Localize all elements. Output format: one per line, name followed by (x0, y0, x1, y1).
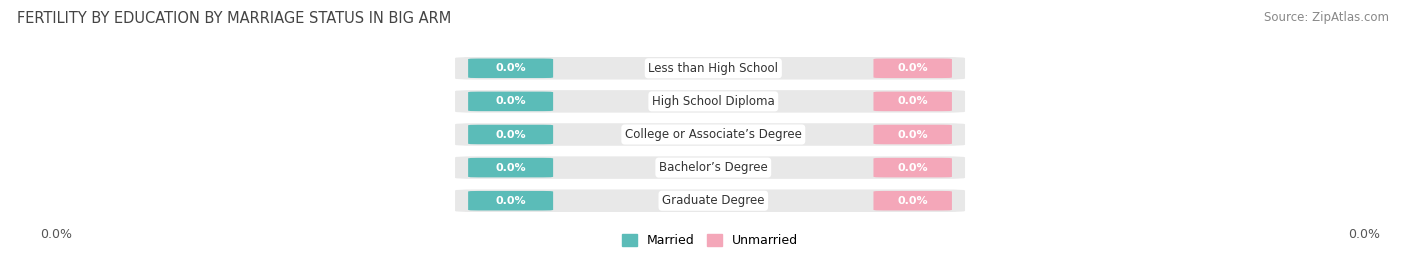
FancyBboxPatch shape (873, 92, 952, 111)
FancyBboxPatch shape (456, 189, 965, 212)
Text: High School Diploma: High School Diploma (652, 95, 775, 108)
FancyBboxPatch shape (468, 125, 553, 144)
FancyBboxPatch shape (468, 191, 553, 210)
FancyBboxPatch shape (456, 123, 965, 146)
Text: 0.0%: 0.0% (495, 129, 526, 140)
FancyBboxPatch shape (468, 158, 553, 177)
Text: Less than High School: Less than High School (648, 62, 779, 75)
FancyBboxPatch shape (873, 158, 952, 177)
Text: 0.0%: 0.0% (897, 196, 928, 206)
Text: Source: ZipAtlas.com: Source: ZipAtlas.com (1264, 11, 1389, 24)
Text: Bachelor’s Degree: Bachelor’s Degree (659, 161, 768, 174)
FancyBboxPatch shape (873, 191, 952, 210)
Text: 0.0%: 0.0% (897, 162, 928, 173)
Legend: Married, Unmarried: Married, Unmarried (617, 229, 803, 252)
Text: 0.0%: 0.0% (897, 96, 928, 107)
FancyBboxPatch shape (873, 125, 952, 144)
Text: 0.0%: 0.0% (495, 96, 526, 107)
FancyBboxPatch shape (456, 57, 965, 80)
Text: 0.0%: 0.0% (897, 63, 928, 73)
Text: 0.0%: 0.0% (495, 63, 526, 73)
Text: College or Associate’s Degree: College or Associate’s Degree (624, 128, 801, 141)
Text: 0.0%: 0.0% (495, 162, 526, 173)
FancyBboxPatch shape (468, 92, 553, 111)
Text: 0.0%: 0.0% (495, 196, 526, 206)
Text: 0.0%: 0.0% (897, 129, 928, 140)
Text: Graduate Degree: Graduate Degree (662, 194, 765, 207)
FancyBboxPatch shape (873, 59, 952, 78)
Text: FERTILITY BY EDUCATION BY MARRIAGE STATUS IN BIG ARM: FERTILITY BY EDUCATION BY MARRIAGE STATU… (17, 11, 451, 26)
FancyBboxPatch shape (456, 156, 965, 179)
FancyBboxPatch shape (468, 59, 553, 78)
FancyBboxPatch shape (456, 90, 965, 113)
